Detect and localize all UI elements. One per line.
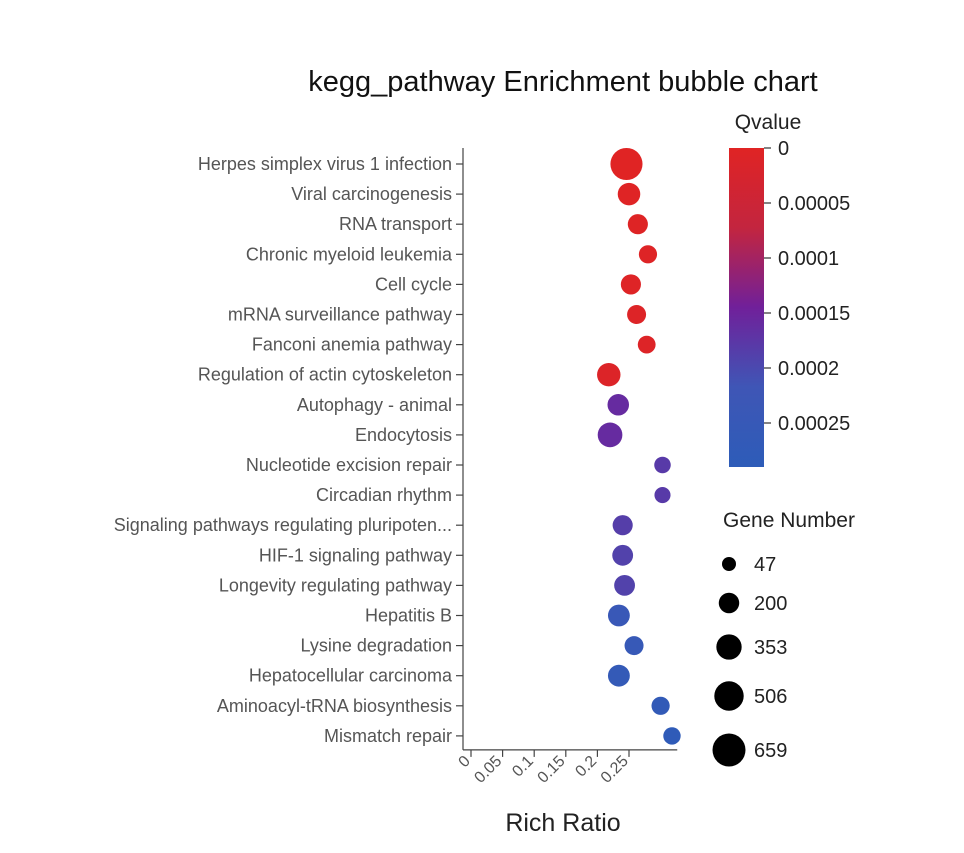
bubble <box>607 394 630 416</box>
bubble <box>654 487 671 504</box>
qvalue-legend: Qvalue 0 0.00005 0.0001 0.00015 0.0002 0.0002… <box>729 111 850 467</box>
y-tick-label: Hepatocellular carcinoma <box>249 666 453 686</box>
y-tick-label: Hepatitis B <box>365 606 452 626</box>
size-legend-label: 353 <box>754 637 787 659</box>
bubble <box>614 574 635 596</box>
gene-number-legend: Gene Number 47 200 353 506 659 <box>712 509 855 767</box>
y-tick-label: Nucleotide excision repair <box>246 455 452 475</box>
bubble <box>597 362 621 387</box>
size-legend-label: 47 <box>754 554 776 576</box>
y-tick-label: Circadian rhythm <box>316 485 452 505</box>
bubble <box>637 335 656 354</box>
y-tick-label: Autophagy - animal <box>297 395 452 415</box>
size-legend-bubble <box>714 681 744 711</box>
y-tick-label: Herpes simplex virus 1 infection <box>198 154 452 174</box>
bubble <box>597 422 623 448</box>
colorbar-tick-label: 0 <box>778 138 789 160</box>
bubble <box>607 604 630 627</box>
bubble <box>620 274 641 295</box>
y-tick-label: Cell cycle <box>375 274 452 294</box>
colorbar-tick-label: 0.0001 <box>778 248 839 270</box>
y-tick-label: Longevity regulating pathway <box>219 575 452 595</box>
size-legend-label: 200 <box>754 593 787 615</box>
bubble <box>612 515 633 536</box>
size-legend-bubble <box>716 634 742 660</box>
bubble <box>617 182 641 206</box>
bubble <box>624 636 644 656</box>
bubble <box>638 245 658 264</box>
size-legend-label: 506 <box>754 686 787 708</box>
x-tick-label: 0.25 <box>598 753 632 787</box>
chart-title: kegg_pathway Enrichment bubble chart <box>308 66 817 98</box>
bubble <box>612 544 634 566</box>
y-tick-label: Lysine degradation <box>301 636 452 656</box>
size-legend-bubble <box>712 733 746 767</box>
qvalue-legend-title: Qvalue <box>735 111 802 134</box>
y-tick-label: Chronic myeloid leukemia <box>246 244 453 264</box>
qvalue-colorbar-ticks: 0 0.00005 0.0001 0.00015 0.0002 0.00025 <box>764 138 850 435</box>
bubble <box>610 147 643 181</box>
y-tick-label: HIF-1 signaling pathway <box>259 545 452 565</box>
gene-number-legend-title: Gene Number <box>723 509 855 532</box>
bubble <box>627 214 648 235</box>
y-tick-label: Aminoacyl-tRNA biosynthesis <box>217 696 452 716</box>
size-legend-bubble <box>718 592 740 614</box>
bubble <box>651 696 670 715</box>
y-tick-label: Signaling pathways regulating pluripoten… <box>114 515 452 535</box>
y-tick-label: Viral carcinogenesis <box>291 184 452 204</box>
bubble <box>654 456 671 474</box>
x-axis-label: Rich Ratio <box>505 809 620 837</box>
bubble <box>627 305 647 324</box>
colorbar-tick-label: 0.00015 <box>778 303 850 325</box>
bubble-layer <box>597 147 681 745</box>
x-axis: 00.05 0.10.15 0.20.25 <box>456 749 678 787</box>
size-legend-bubble <box>722 557 736 571</box>
x-tick-label: 0.15 <box>535 753 569 787</box>
qvalue-colorbar <box>729 148 764 467</box>
x-tick-label: 0.1 <box>509 753 537 781</box>
x-tick-label: 0.05 <box>471 753 505 787</box>
colorbar-tick-label: 0.00025 <box>778 413 850 435</box>
y-tick-label: Endocytosis <box>355 425 452 445</box>
colorbar-tick-label: 0.00005 <box>778 193 850 215</box>
y-axis: Herpes simplex virus 1 infection Viral ca… <box>114 148 464 750</box>
size-legend-label: 659 <box>754 740 787 762</box>
colorbar-tick-label: 0.0002 <box>778 358 839 380</box>
bubble <box>607 664 630 687</box>
bubble <box>663 727 681 745</box>
y-tick-label: Fanconi anemia pathway <box>252 335 452 355</box>
x-tick-label: 0.2 <box>572 753 600 781</box>
y-tick-label: Regulation of actin cytoskeleton <box>198 365 452 385</box>
y-tick-label: Mismatch repair <box>324 726 452 746</box>
y-tick-label: RNA transport <box>339 214 452 234</box>
gene-number-legend-items: 47 200 353 506 659 <box>712 554 787 767</box>
y-tick-label: mRNA surveillance pathway <box>228 305 452 325</box>
